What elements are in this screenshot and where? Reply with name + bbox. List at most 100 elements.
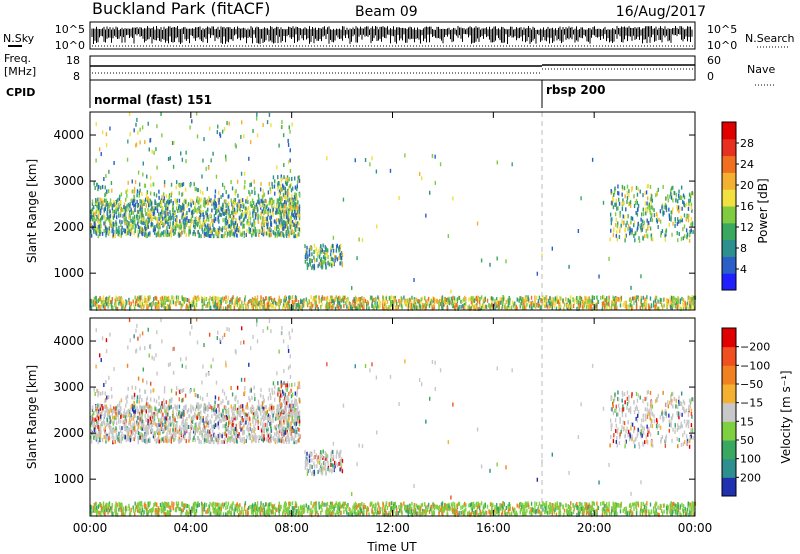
echo-point <box>167 217 170 222</box>
echo-point <box>120 208 122 213</box>
echo-point <box>145 227 147 232</box>
echo-point <box>337 300 339 305</box>
echo-point <box>171 295 173 300</box>
echo-point <box>141 191 143 196</box>
echo-point <box>578 303 580 308</box>
echo-point <box>590 299 592 304</box>
echo-point <box>338 255 340 260</box>
echo-point <box>690 217 693 222</box>
echo-point <box>213 304 215 309</box>
echo-point <box>93 181 95 186</box>
echo-point <box>111 297 113 302</box>
echo-point <box>98 147 101 152</box>
echo-point <box>203 433 206 438</box>
echo-point <box>578 305 580 310</box>
echo-point <box>330 245 332 250</box>
echo-point <box>180 305 182 310</box>
echo-point <box>212 227 214 232</box>
echo-point <box>204 232 207 237</box>
echo-point <box>625 207 627 212</box>
echo-point <box>339 297 341 302</box>
echo-point <box>375 169 378 174</box>
echo-point <box>178 221 181 226</box>
echo-point <box>266 231 269 236</box>
echo-point <box>105 302 108 307</box>
echo-point <box>184 187 187 192</box>
echo-point <box>265 210 267 215</box>
echo-point <box>285 233 288 238</box>
echo-point <box>661 229 664 234</box>
echo-point <box>622 201 624 206</box>
echo-point <box>172 213 174 218</box>
echo-point <box>622 302 624 307</box>
echo-point <box>642 303 644 308</box>
echo-point <box>312 303 314 308</box>
echo-point <box>631 304 633 309</box>
echo-point <box>524 301 526 306</box>
echo-point <box>122 214 124 219</box>
echo-point <box>198 232 201 237</box>
echo-point <box>390 300 392 305</box>
echo-point <box>643 298 646 303</box>
echo-point <box>590 304 592 309</box>
echo-point <box>479 306 481 311</box>
echo-point <box>279 210 282 215</box>
echo-point <box>114 208 117 213</box>
echo-point <box>156 124 158 129</box>
echo-point <box>102 295 105 300</box>
echo-point <box>104 185 106 190</box>
echo-point <box>103 215 106 220</box>
echo-point <box>221 182 224 187</box>
echo-point <box>91 211 94 216</box>
echo-point <box>601 306 604 311</box>
colorbar-segment <box>722 206 736 224</box>
echo-point <box>476 295 478 300</box>
echo-point <box>104 305 106 310</box>
echo-point <box>175 302 178 307</box>
echo-point <box>93 296 96 301</box>
echo-point <box>251 204 253 209</box>
echo-point <box>641 219 644 224</box>
echo-point <box>171 215 173 220</box>
echo-point <box>168 200 171 205</box>
echo-point <box>245 211 247 216</box>
echo-point <box>163 210 165 215</box>
echo-point <box>144 232 146 237</box>
echo-point <box>115 295 117 300</box>
echo-point <box>232 216 234 221</box>
echo-point <box>238 301 240 306</box>
echo-point <box>231 215 233 220</box>
echo-point <box>685 217 687 222</box>
echo-point <box>268 304 270 309</box>
echo-point <box>268 181 271 186</box>
echo-point <box>204 204 206 209</box>
echo-point <box>614 202 616 207</box>
echo-point <box>277 230 279 235</box>
echo-point <box>268 201 270 206</box>
echo-point <box>316 304 319 309</box>
echo-point <box>298 227 301 232</box>
echo-point <box>173 296 175 301</box>
echo-point <box>190 198 192 203</box>
echo-point <box>140 220 142 225</box>
echo-point <box>688 192 691 197</box>
echo-point <box>284 186 287 191</box>
echo-point <box>245 199 247 204</box>
echo-point <box>635 302 638 307</box>
echo-point <box>582 302 585 307</box>
echo-point <box>580 296 583 301</box>
echo-point <box>616 206 618 211</box>
echo-point <box>92 225 94 230</box>
echo-point <box>146 432 148 437</box>
echo-point <box>291 418 294 423</box>
echo-point <box>237 298 240 303</box>
echo-point <box>272 212 274 217</box>
echo-point <box>154 200 156 205</box>
echo-point <box>438 305 440 310</box>
echo-point <box>238 199 240 204</box>
echo-point <box>162 199 165 204</box>
echo-point <box>96 303 98 308</box>
colorbar-segment <box>722 172 736 190</box>
echo-point <box>219 303 222 308</box>
echo-point <box>181 202 184 207</box>
